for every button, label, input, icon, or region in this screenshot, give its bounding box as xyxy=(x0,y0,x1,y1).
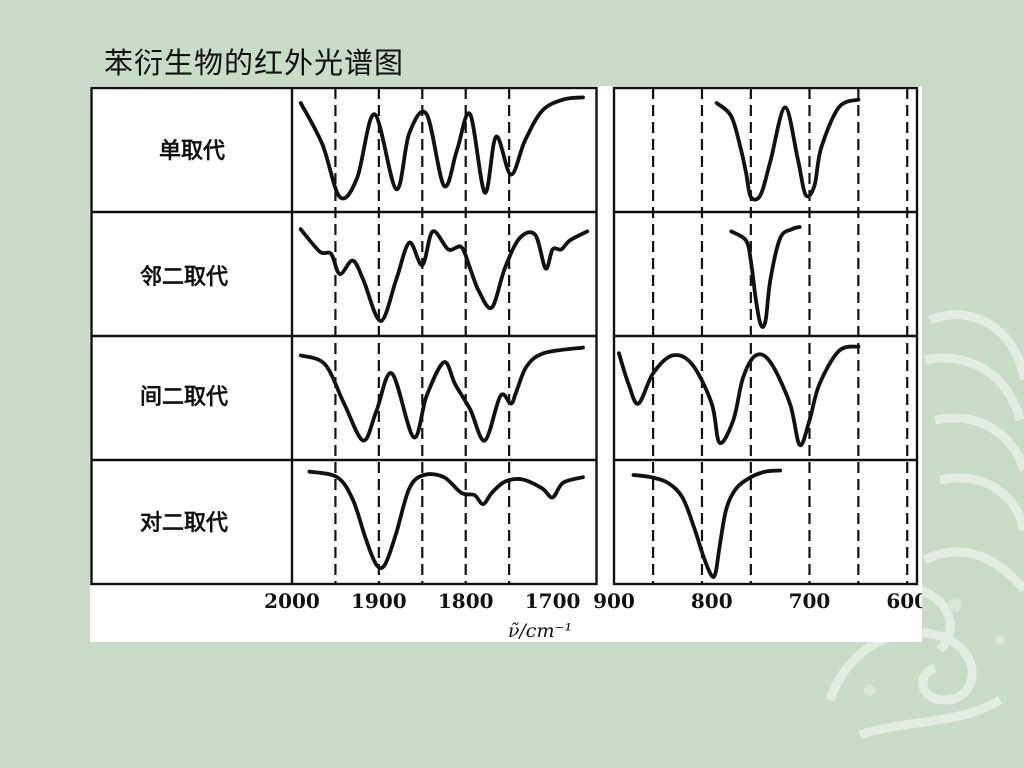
out-of-plane-region-spectrum-row-0 xyxy=(714,97,861,202)
out-of-plane-region-spectrum-row-1 xyxy=(729,225,802,329)
overtone-region-tick-label-3: 1700 xyxy=(525,589,581,613)
row-labels: 单取代 邻二取代 间二取代 对二取代 xyxy=(140,138,228,536)
out-of-plane-region-tick-label-1: 800 xyxy=(691,589,733,613)
overtone-region-spectrum-row-0 xyxy=(298,95,585,201)
slide-title: 苯衍生物的红外光谱图 xyxy=(104,46,405,80)
overtone-region-tick-label-1: 1900 xyxy=(351,589,407,613)
swirl-ornament-icon xyxy=(825,310,1024,740)
row-label-meta: 间二取代 xyxy=(140,384,228,410)
curve-layer xyxy=(298,95,861,579)
row-label-mono: 单取代 xyxy=(159,138,225,164)
ir-spectra-figure: 单取代 邻二取代 间二取代 对二取代 2000 1900 1800 1700 900 80… xyxy=(90,86,922,642)
ir-spectra-chart: 单取代 邻二取代 间二取代 对二取代 2000 1900 1800 1700 900 80… xyxy=(90,86,922,642)
out-of-plane-region-spectrum-row-2 xyxy=(617,344,861,448)
out-of-plane-region-tick-label-3: 600 xyxy=(886,589,922,613)
overtone-region-spectrum-row-3 xyxy=(307,469,585,571)
overtone-region-spectrum-row-2 xyxy=(298,345,585,443)
ornament-dots xyxy=(864,598,1005,696)
overtone-region-tick-label-2: 1800 xyxy=(438,589,494,613)
row-label-para: 对二取代 xyxy=(140,510,228,536)
out-of-plane-region-tick-label-2: 700 xyxy=(789,589,831,613)
out-of-plane-region-spectrum-row-3 xyxy=(631,468,783,579)
x-axis-label: ν̃/cm⁻¹ xyxy=(508,620,572,642)
frame-layer xyxy=(90,86,919,586)
overtone-region-tick-label-0: 2000 xyxy=(264,589,320,613)
tick-layer: 2000 1900 1800 1700 900 800 700 600 xyxy=(264,589,922,613)
out-of-plane-region-tick-label-0: 900 xyxy=(593,589,635,613)
row-label-ortho: 邻二取代 xyxy=(140,264,228,290)
overtone-region-spectrum-row-1 xyxy=(298,227,590,323)
